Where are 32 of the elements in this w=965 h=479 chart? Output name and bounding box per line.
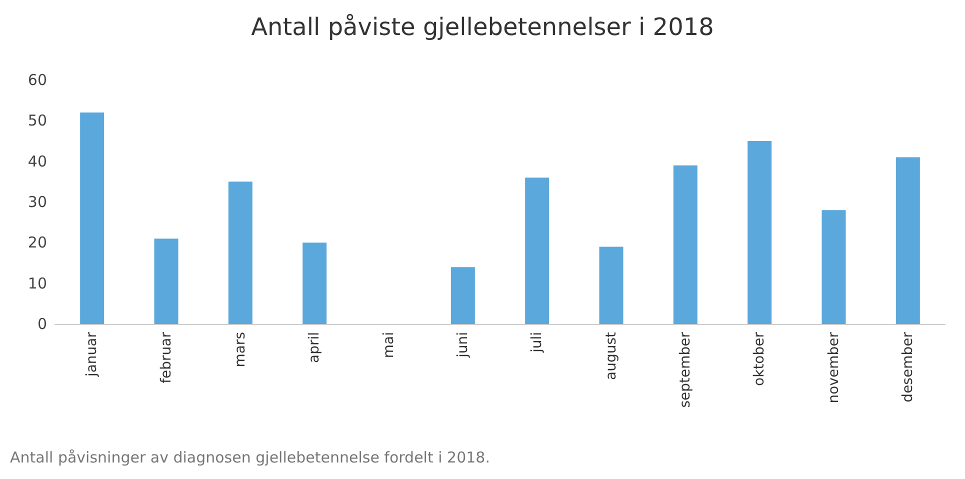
x-tick-label: mars (232, 332, 248, 368)
x-tick-label: november (826, 332, 842, 404)
y-tick-label: 40 (28, 152, 47, 170)
y-tick-label: 20 (28, 234, 47, 252)
x-tick-label: juli (529, 332, 546, 354)
bar (228, 182, 252, 324)
bar (154, 238, 178, 324)
chart-title: Antall påviste gjellebetennelser i 2018 (251, 13, 714, 41)
y-tick-label: 50 (28, 112, 47, 130)
bar (896, 157, 920, 324)
bar (80, 112, 104, 324)
x-tick-label: april (306, 332, 323, 364)
text: Antall påvisninger av diagnosen gjellebetennelse fordelt i 2018. (10, 448, 490, 466)
y-tick-label: 60 (28, 71, 47, 89)
y-tick-label: 30 (28, 193, 47, 211)
x-tick-label: februar (158, 332, 174, 384)
bar (599, 246, 624, 324)
x-tick-label: september (677, 332, 694, 408)
bar (450, 267, 475, 324)
x-tick-label: mai (380, 332, 397, 358)
bar (302, 242, 327, 324)
x-tick-label: juni (454, 332, 471, 359)
bar (525, 178, 550, 324)
y-tick-label: 10 (28, 274, 47, 292)
x-tick-label: januar (84, 332, 100, 378)
x-tick-label: oktober (752, 332, 768, 386)
y-tick-label: 0 (37, 315, 47, 333)
bar (748, 141, 772, 324)
x-tick-label: desember (900, 332, 916, 402)
x-tick-label: august (603, 331, 620, 380)
bar (822, 210, 846, 324)
bar (673, 165, 698, 324)
